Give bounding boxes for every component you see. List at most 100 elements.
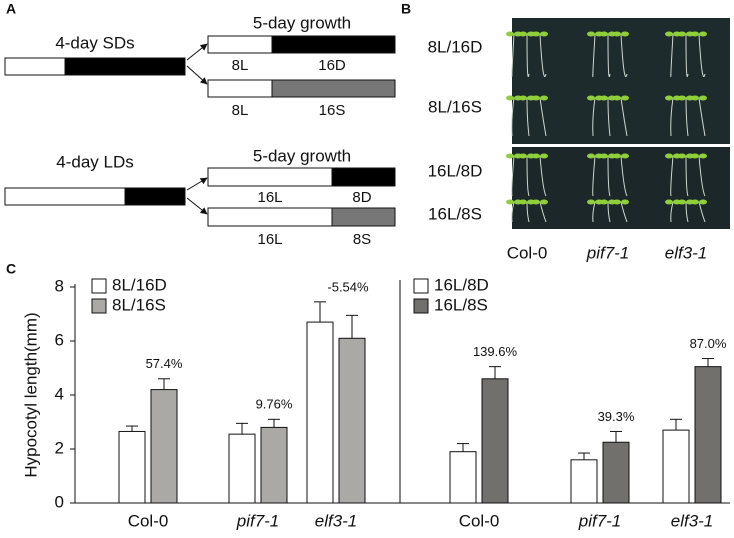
seedling-leaf bbox=[532, 31, 540, 37]
seedling-stem bbox=[526, 97, 530, 137]
arrow bbox=[186, 65, 208, 85]
column-label: elf3-1 bbox=[665, 243, 708, 262]
seedlings bbox=[506, 31, 707, 223]
seedling-stem bbox=[511, 201, 515, 223]
legend-label: 8L/16D bbox=[112, 275, 167, 294]
seedling-leaf bbox=[600, 31, 608, 37]
arrow bbox=[186, 43, 208, 61]
seedling-leaf bbox=[519, 31, 527, 37]
bar bbox=[228, 433, 256, 504]
period-label: 8L bbox=[232, 102, 249, 119]
seedling-stem bbox=[511, 97, 515, 137]
y-tick-label: 4 bbox=[55, 384, 64, 403]
seedling-leaf bbox=[613, 199, 621, 205]
seedling-stem bbox=[685, 97, 689, 137]
bar bbox=[481, 378, 509, 504]
period-label: 8L bbox=[232, 57, 249, 74]
y-tick-label: 6 bbox=[55, 330, 64, 349]
seedling-leaf bbox=[540, 95, 548, 101]
y-tick-label: 8 bbox=[55, 276, 64, 295]
seedling-stem bbox=[526, 201, 530, 223]
seedling-stem bbox=[670, 33, 674, 77]
y-tick-label: 0 bbox=[55, 492, 64, 511]
seedling-leaf bbox=[699, 95, 707, 101]
light-period bbox=[4, 187, 126, 206]
light-period bbox=[207, 207, 333, 227]
bar bbox=[602, 441, 630, 504]
seedling-leaf bbox=[506, 153, 514, 159]
x-tick-label: Col-0 bbox=[128, 511, 169, 530]
panel-label: A bbox=[6, 1, 16, 17]
x-tick-label: elf3-1 bbox=[315, 511, 358, 530]
seedling-leaf bbox=[665, 199, 673, 205]
seedling-stem bbox=[511, 33, 515, 77]
dark-period bbox=[271, 35, 396, 54]
seedling-stem bbox=[620, 201, 628, 223]
seedling-leaf bbox=[600, 153, 608, 159]
seedling-leaf bbox=[600, 95, 608, 101]
seedling-leaf bbox=[621, 31, 629, 37]
panel-label: C bbox=[6, 261, 16, 277]
legend-swatch bbox=[413, 298, 429, 314]
seedling-leaf bbox=[506, 199, 514, 205]
arrow bbox=[186, 197, 208, 215]
bar bbox=[570, 459, 598, 504]
seedling-leaf bbox=[587, 95, 595, 101]
seedling-leaf bbox=[691, 31, 699, 37]
seedling-stem bbox=[526, 33, 530, 77]
seedling-leaf bbox=[691, 95, 699, 101]
dark-period bbox=[64, 57, 186, 76]
light-period bbox=[4, 57, 66, 76]
seedling-stem bbox=[607, 33, 611, 77]
x-tick-label: elf3-1 bbox=[671, 511, 714, 530]
seedling-leaf bbox=[540, 153, 548, 159]
legend-label: 16L/8D bbox=[434, 275, 489, 294]
panel-a bbox=[4, 35, 396, 227]
bar bbox=[306, 321, 334, 504]
bar bbox=[449, 451, 477, 504]
seedling-stem bbox=[592, 33, 596, 77]
seedling-leaf bbox=[621, 153, 629, 159]
annotation: 139.6% bbox=[473, 344, 518, 359]
seedling-leaf bbox=[691, 153, 699, 159]
seedling-leaf bbox=[665, 153, 673, 159]
seedling-stem bbox=[620, 155, 628, 197]
row-label: 8L/16S bbox=[428, 97, 482, 116]
seedling-leaf bbox=[519, 199, 527, 205]
row-label: 8L/16D bbox=[428, 37, 483, 56]
seedling-leaf bbox=[540, 199, 548, 205]
seedling-stem bbox=[539, 201, 547, 223]
light-period bbox=[207, 35, 273, 54]
x-tick-label: pif7-1 bbox=[236, 511, 280, 530]
growth-title: 5-day growth bbox=[253, 146, 351, 165]
shade-period bbox=[331, 207, 396, 227]
seedling-stem bbox=[698, 155, 706, 197]
seedling-leaf bbox=[678, 95, 686, 101]
period-label: 16D bbox=[318, 57, 346, 74]
seedling-stem bbox=[685, 33, 689, 77]
seedling-leaf bbox=[519, 95, 527, 101]
arrow bbox=[186, 177, 208, 191]
seedling-leaf bbox=[519, 153, 527, 159]
seedling-leaf bbox=[699, 153, 707, 159]
seedling-stem bbox=[698, 97, 706, 137]
bar bbox=[662, 429, 690, 504]
seedling-leaf bbox=[532, 95, 540, 101]
light-period bbox=[207, 167, 333, 187]
dark-period bbox=[331, 167, 396, 187]
seedling-stem bbox=[670, 201, 674, 223]
seedling-stem bbox=[511, 155, 515, 197]
seedling-stem bbox=[592, 97, 596, 137]
seedling-leaf bbox=[678, 153, 686, 159]
seedling-leaf bbox=[665, 95, 673, 101]
annotation: 57.4% bbox=[146, 356, 183, 371]
seedling-stem bbox=[620, 33, 628, 77]
seedling-leaf bbox=[506, 95, 514, 101]
seedling-stem bbox=[539, 155, 547, 197]
row-label: 16L/8S bbox=[428, 204, 482, 223]
legend-label: 8L/16S bbox=[112, 295, 166, 314]
panel-label: B bbox=[401, 1, 411, 17]
seedling-leaf bbox=[621, 199, 629, 205]
seedling-leaf bbox=[613, 153, 621, 159]
